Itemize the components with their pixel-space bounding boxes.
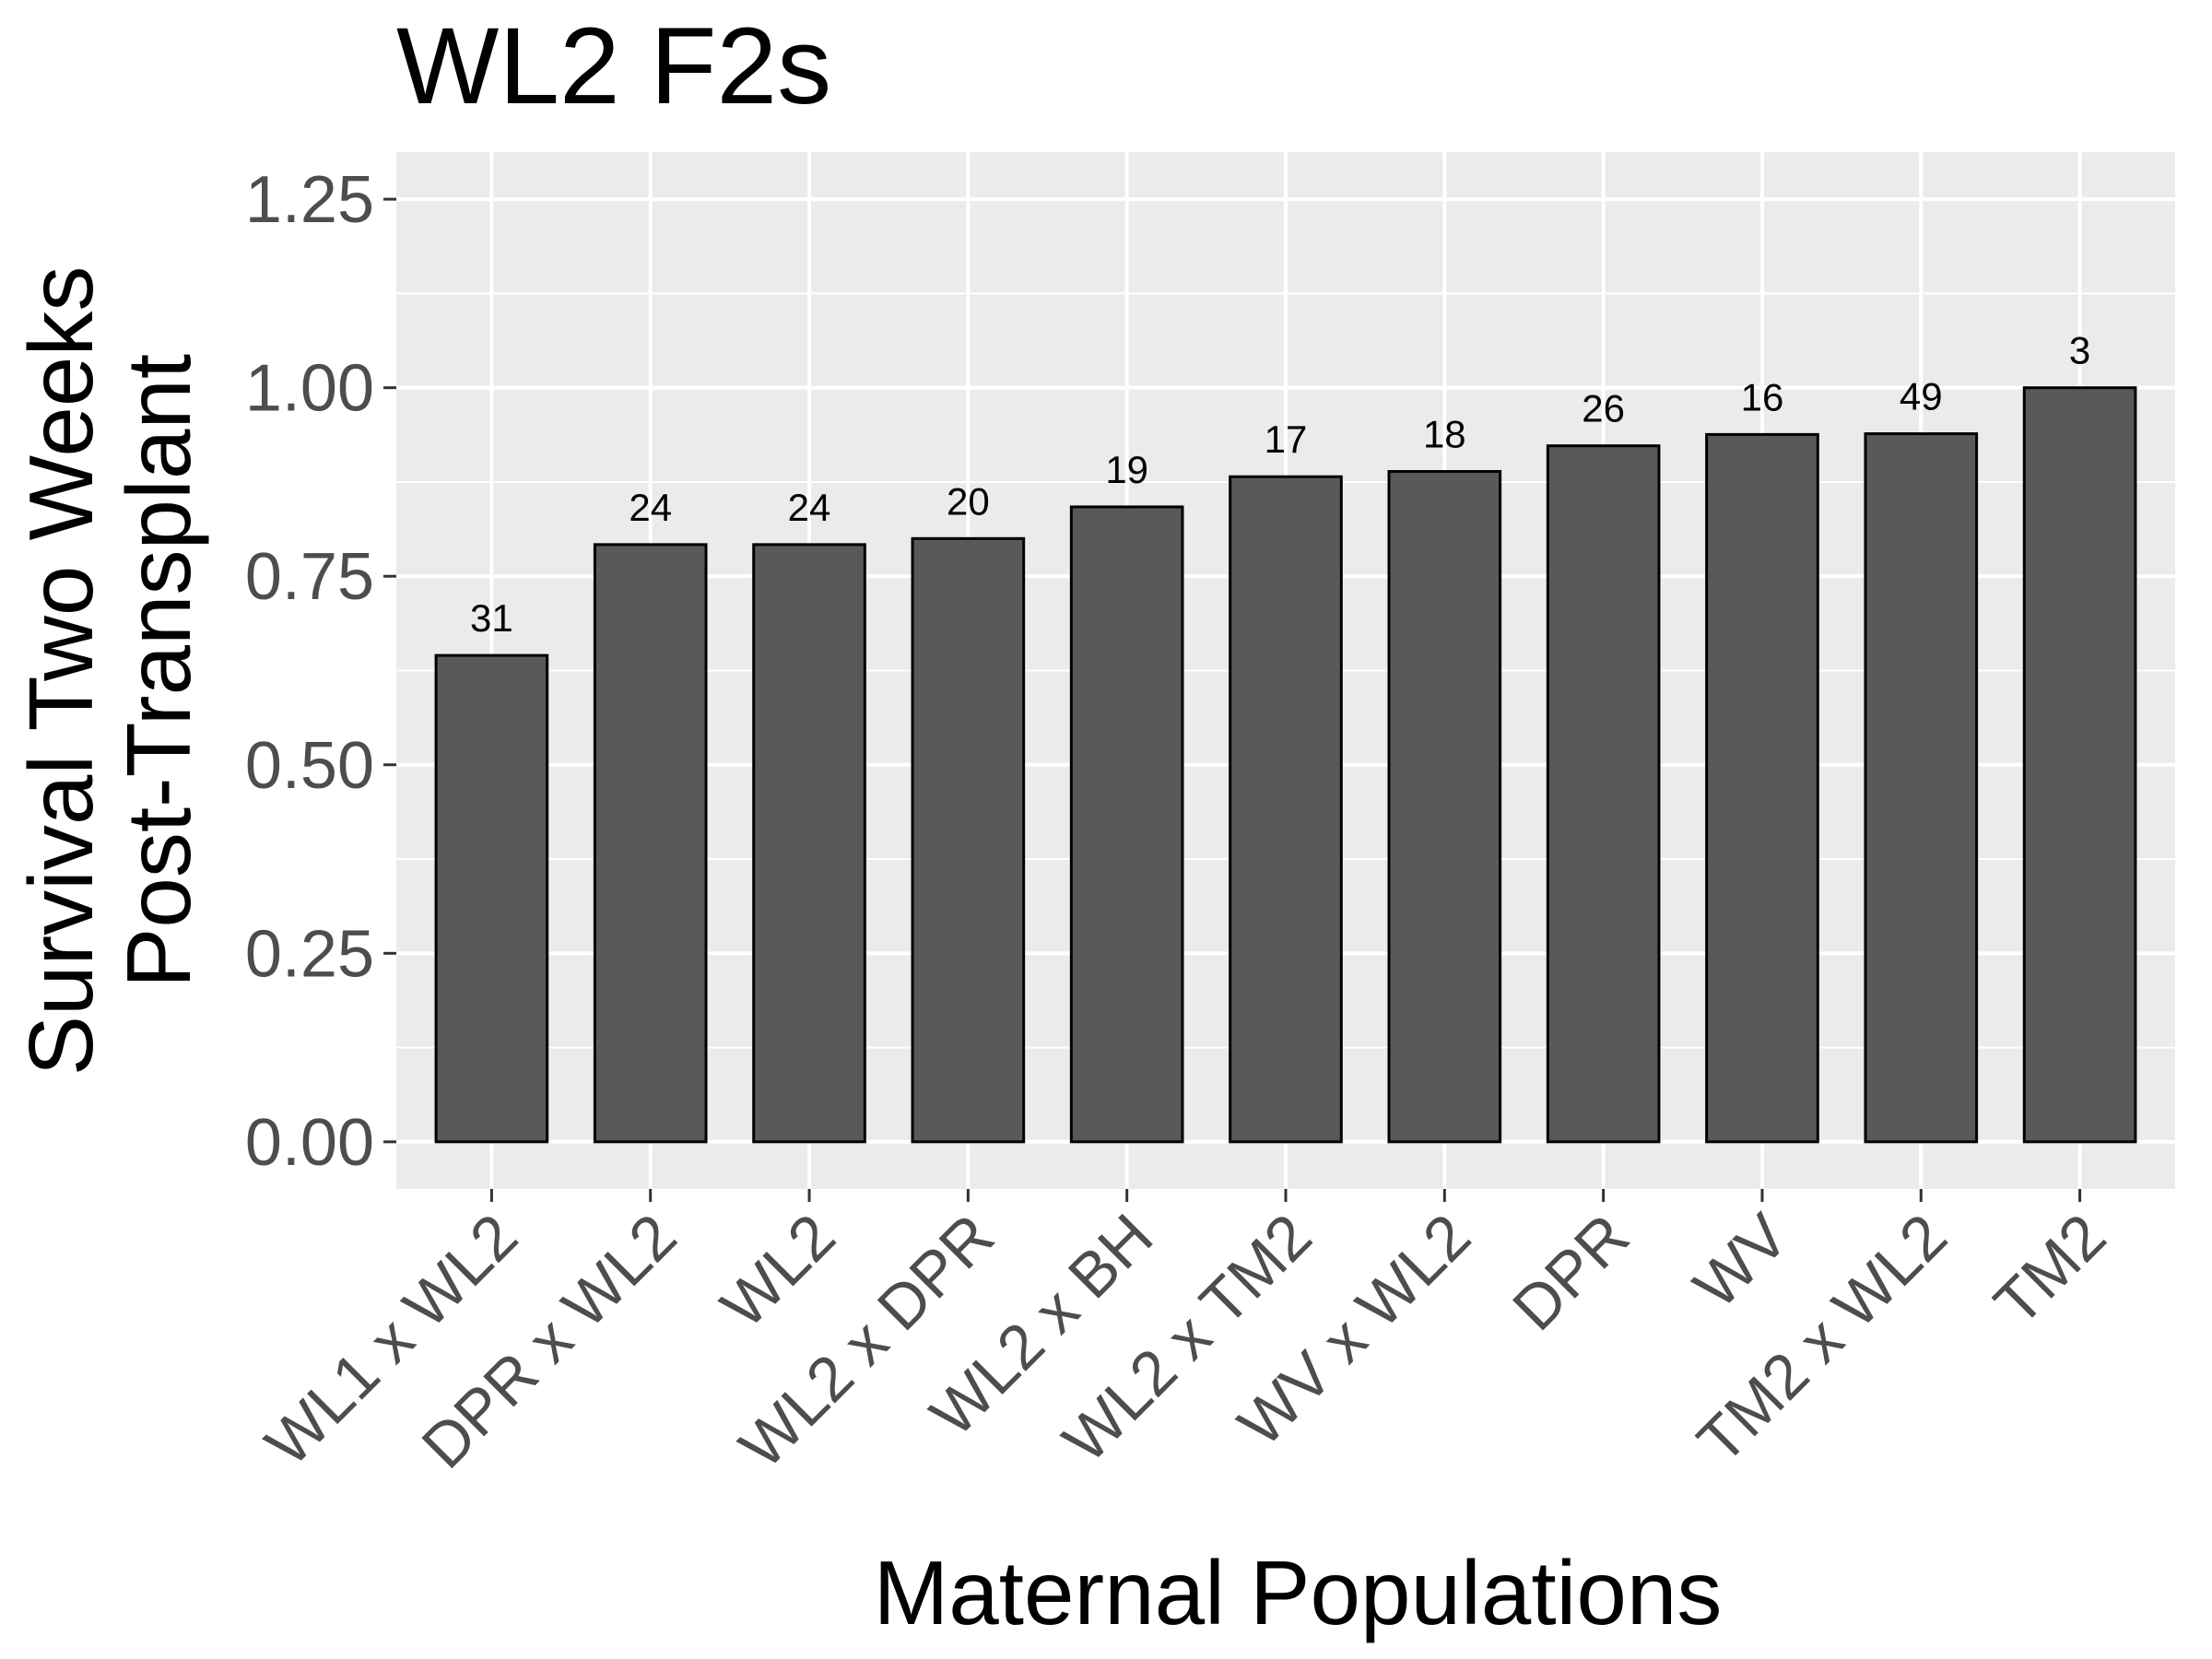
- bar-5: [1229, 475, 1343, 1144]
- bar-count-label: 18: [1423, 413, 1466, 456]
- y-tick-label: 1.25: [245, 163, 374, 237]
- y-tick-label: 0.00: [245, 1106, 374, 1180]
- y-tick-label: 1.00: [245, 352, 374, 426]
- bar-count-label: 31: [470, 596, 513, 640]
- bar-1: [593, 543, 708, 1144]
- bar-count-label: 24: [788, 486, 831, 529]
- x-tick-label: WV: [1680, 1200, 1802, 1322]
- x-axis-title: Maternal Populations: [874, 1542, 1723, 1643]
- bar-count-label: 26: [1582, 387, 1625, 430]
- bar-0: [434, 653, 549, 1144]
- y-tick-label: 0.25: [245, 917, 374, 991]
- bar-count-label: 17: [1265, 418, 1308, 461]
- bar-count-label: 49: [1900, 375, 1943, 418]
- bar-8: [1705, 432, 1819, 1144]
- bar-10: [2022, 386, 2137, 1144]
- bar-4: [1069, 505, 1184, 1144]
- bar-2: [752, 543, 866, 1144]
- y-tick-label: 0.75: [245, 540, 374, 614]
- y-axis-title: Survival Two Weeks Post-Transplant: [10, 266, 209, 1077]
- bar-9: [1864, 432, 1979, 1144]
- bar-count-label: 16: [1741, 375, 1784, 418]
- bar-count-labels: 31 24 24 20 19 17 18 26 16 49 3: [470, 329, 2090, 640]
- y-tick-label: 0.50: [245, 729, 374, 803]
- y-axis-title-line-2: Post-Transplant: [108, 354, 209, 988]
- bar-7: [1546, 444, 1661, 1144]
- bar-3: [911, 536, 1026, 1144]
- x-tick-label: WL2: [708, 1201, 849, 1342]
- y-axis: 0.00 0.25 0.50 0.75 1.00 1.25: [245, 163, 396, 1180]
- y-axis-title-line-1: Survival Two Weeks: [10, 266, 112, 1077]
- x-tick-label: DPR: [1500, 1201, 1642, 1344]
- bar-count-label: 3: [2069, 329, 2090, 372]
- bar-count-label: 19: [1105, 448, 1148, 491]
- x-tick-label: TM2: [1981, 1201, 2119, 1339]
- bar-6: [1387, 470, 1502, 1144]
- chart-title: WL2 F2s: [396, 6, 831, 127]
- bars: [434, 386, 2137, 1144]
- bar-count-label: 24: [629, 486, 672, 529]
- bar-count-label: 20: [947, 479, 990, 523]
